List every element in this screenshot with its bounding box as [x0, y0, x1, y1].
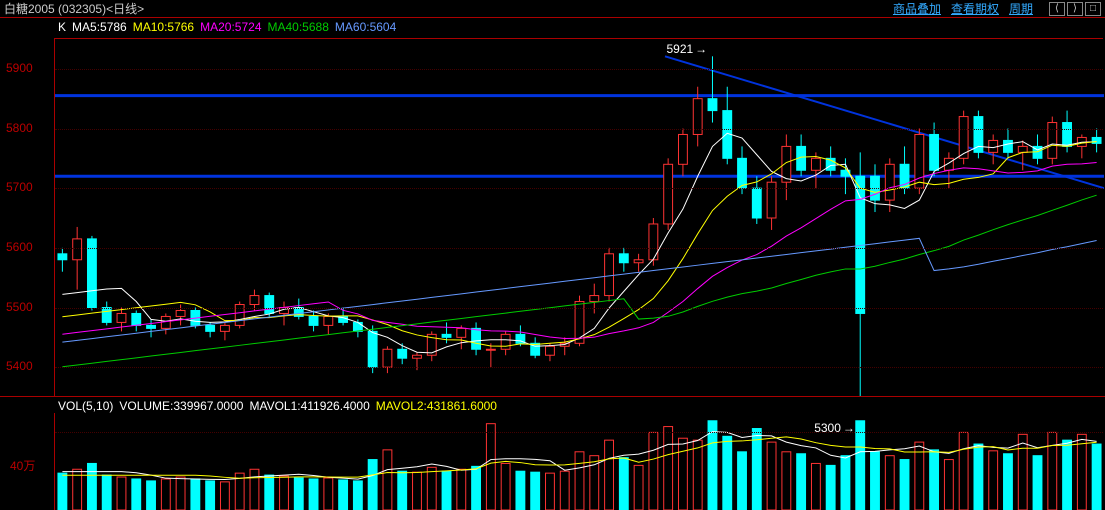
link-period[interactable]: 周期: [1009, 0, 1033, 17]
ma20-label: MA20:5724: [200, 20, 261, 34]
topbar: 白糖2005 (032305)<日线> 商品叠加 查看期权 周期 ⟨ ⟩ □: [0, 0, 1105, 18]
y-tick-label: 5900: [6, 61, 33, 75]
y-tick-label: 5400: [6, 359, 33, 373]
volume-value: VOLUME:339967.0000: [119, 399, 243, 413]
y-tick-label: 5600: [6, 240, 33, 254]
next-icon[interactable]: ⟩: [1067, 2, 1083, 16]
ma10-label: MA10:5766: [133, 20, 194, 34]
link-overlay[interactable]: 商品叠加: [893, 0, 941, 17]
ma-legend: K MA5:5786 MA10:5766 MA20:5724 MA40:5688…: [58, 20, 396, 34]
mavol1-value: MAVOL1:411926.4000: [249, 399, 369, 413]
link-options[interactable]: 查看期权: [951, 0, 999, 17]
volume-chart: VOL(5,10) VOLUME:339967.0000 MAVOL1:4119…: [0, 396, 1105, 509]
price-y-axis: 5400 5500 5600 5700 5800 5900: [0, 38, 52, 396]
ma40-label: MA40:5688: [268, 20, 329, 34]
y-tick-label: 5800: [6, 121, 33, 135]
annotation-high: 5921→: [666, 42, 707, 56]
vol-y-label: 40万: [10, 457, 35, 474]
price-chart: K MA5:5786 MA10:5766 MA20:5724 MA40:5688…: [0, 18, 1105, 396]
price-plot-area[interactable]: 5921→ 5300→: [54, 38, 1103, 396]
vol-legend: VOL(5,10) VOLUME:339967.0000 MAVOL1:4119…: [58, 399, 497, 413]
vol-label: VOL(5,10): [58, 399, 113, 413]
ma5-label: MA5:5786: [72, 20, 127, 34]
title: 白糖2005 (032305)<日线>: [4, 0, 144, 17]
expand-icon[interactable]: □: [1085, 2, 1101, 16]
k-label: K: [58, 20, 66, 34]
y-tick-label: 5700: [6, 180, 33, 194]
prev-icon[interactable]: ⟨: [1049, 2, 1065, 16]
mavol2-value: MAVOL2:431861.6000: [376, 399, 497, 413]
y-tick-label: 5500: [6, 300, 33, 314]
vol-plot-area[interactable]: [54, 413, 1103, 510]
ma60-label: MA60:5604: [335, 20, 396, 34]
